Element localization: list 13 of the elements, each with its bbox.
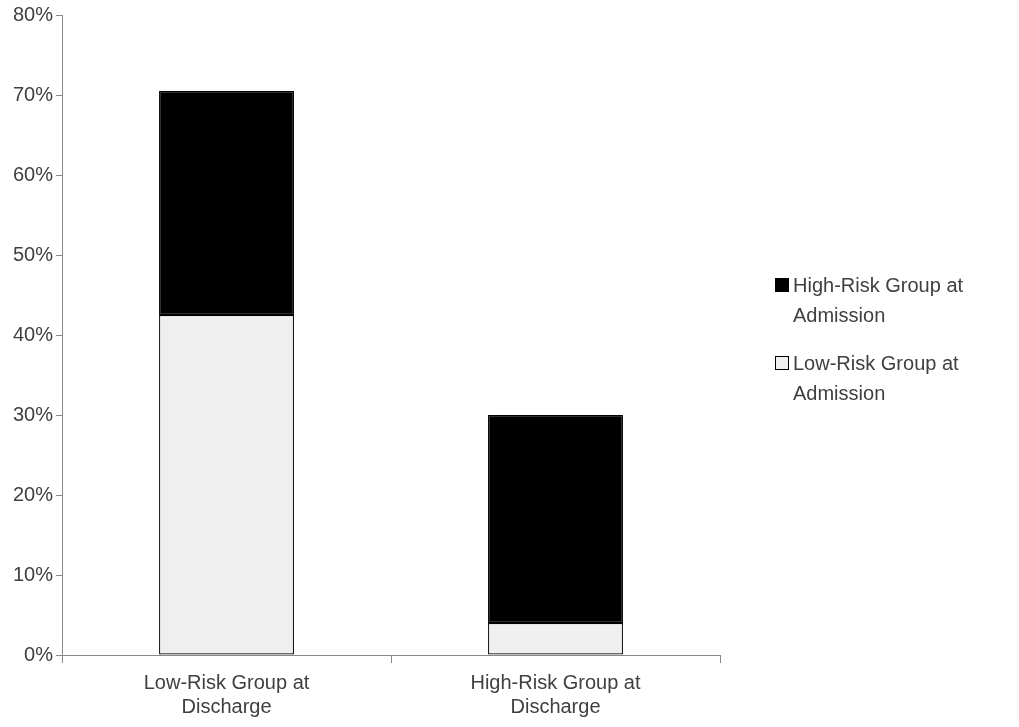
y-tick-label: 10%	[13, 562, 54, 585]
y-tick-label: 50%	[13, 242, 54, 265]
legend-label: High-Risk Group at Admission	[793, 273, 965, 328]
y-tick-label: 20%	[13, 482, 54, 505]
legend-label: Low-Risk Group at Admission	[793, 351, 960, 406]
y-tick-label: 40%	[13, 322, 54, 345]
y-tick-label: 30%	[13, 402, 54, 425]
x-tick-label: High-Risk Group at Discharge	[470, 670, 641, 717]
y-tick-label: 60%	[13, 162, 54, 185]
y-tick-label: 70%	[13, 82, 54, 105]
y-tick-label: 0%	[24, 642, 54, 665]
y-tick-label: 80%	[13, 2, 54, 25]
x-tick-label: Low-Risk Group at Discharge	[143, 670, 310, 717]
